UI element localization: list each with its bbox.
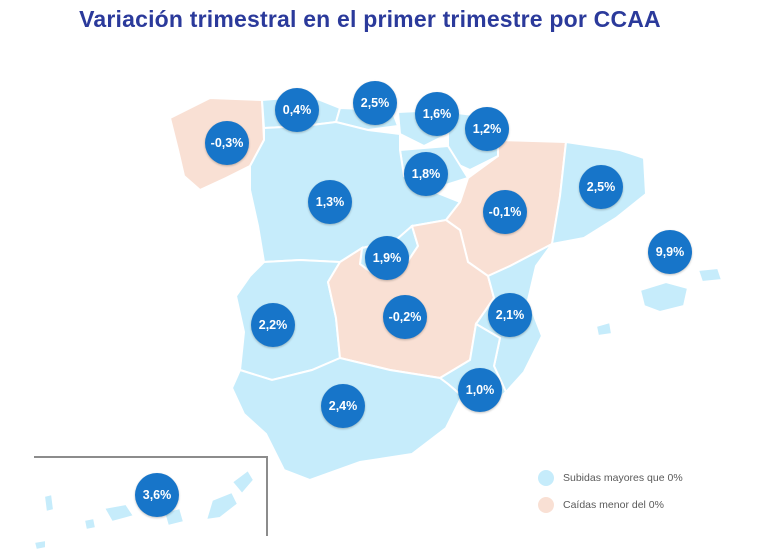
legend-swatch-down	[538, 497, 554, 513]
bubble-castilla-leon[interactable]: 1,3%	[308, 180, 352, 224]
region-canarias-fuerteventura	[204, 490, 240, 522]
bubble-valencia[interactable]: 2,1%	[488, 293, 532, 337]
legend-item-up: Subidas mayores que 0%	[538, 470, 683, 486]
bubble-andalucia[interactable]: 2,4%	[321, 384, 365, 428]
bubble-asturias[interactable]: 0,4%	[275, 88, 319, 132]
bubble-murcia[interactable]: 1,0%	[458, 368, 502, 412]
bubble-navarra[interactable]: 1,2%	[465, 107, 509, 151]
bubble-canarias[interactable]: 3,6%	[135, 473, 179, 517]
region-canarias-lanzarote[interactable]	[230, 468, 256, 496]
legend-item-down: Caídas menor del 0%	[538, 497, 683, 513]
region-canarias-tenerife	[102, 502, 136, 524]
bubble-la-rioja[interactable]: 1,8%	[404, 152, 448, 196]
legend-swatch-up	[538, 470, 554, 486]
bubble-pais-vasco[interactable]: 1,6%	[415, 92, 459, 136]
region-canarias-la-palma	[42, 492, 56, 514]
bubble-cataluna[interactable]: 2,5%	[579, 165, 623, 209]
region-baleares[interactable]	[638, 280, 690, 314]
region-canarias-la-gomera	[82, 516, 98, 532]
legend-label-down: Caídas menor del 0%	[563, 499, 664, 511]
bubble-galicia[interactable]: -0,3%	[205, 121, 249, 165]
region-baleares-ibiza	[594, 320, 614, 338]
region-baleares-menorca	[696, 266, 724, 284]
region-canarias-el-hierro	[32, 538, 47, 552]
canary-islands-frame	[34, 456, 268, 536]
bubble-castilla-la-mancha[interactable]: -0,2%	[383, 295, 427, 339]
bubble-aragon[interactable]: -0,1%	[483, 190, 527, 234]
map-title: Variación trimestral en el primer trimes…	[79, 6, 661, 32]
bubble-baleares[interactable]: 9,9%	[648, 230, 692, 274]
bubble-extremadura[interactable]: 2,2%	[251, 303, 295, 347]
legend-label-up: Subidas mayores que 0%	[563, 472, 683, 484]
bubble-cantabria[interactable]: 2,5%	[353, 81, 397, 125]
legend: Subidas mayores que 0% Caídas menor del …	[538, 470, 683, 524]
bubble-madrid[interactable]: 1,9%	[365, 236, 409, 280]
